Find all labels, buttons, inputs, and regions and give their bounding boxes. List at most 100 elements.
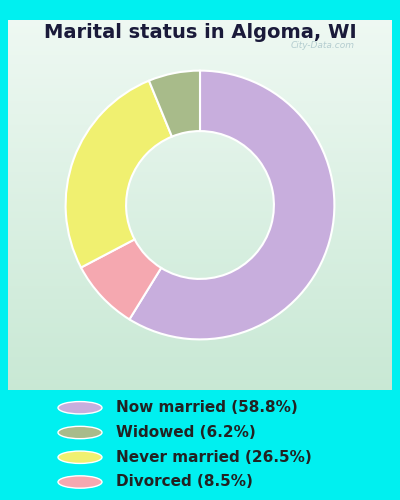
- Bar: [8, 255, 392, 257]
- Bar: [8, 377, 392, 379]
- Bar: [8, 203, 392, 205]
- Bar: [8, 102, 392, 103]
- Bar: [8, 325, 392, 327]
- Bar: [8, 388, 392, 390]
- Bar: [8, 226, 392, 227]
- Bar: [8, 279, 392, 281]
- Bar: [8, 24, 392, 26]
- Bar: [8, 186, 392, 188]
- Bar: [8, 282, 392, 284]
- Bar: [8, 54, 392, 55]
- Bar: [8, 342, 392, 344]
- Bar: [8, 266, 392, 268]
- Bar: [8, 112, 392, 114]
- Wedge shape: [130, 70, 334, 340]
- Bar: [8, 284, 392, 286]
- Bar: [8, 172, 392, 173]
- Bar: [8, 98, 392, 100]
- Bar: [8, 307, 392, 308]
- Bar: [8, 142, 392, 144]
- Bar: [8, 375, 392, 377]
- Bar: [8, 174, 392, 176]
- Bar: [8, 212, 392, 214]
- Bar: [8, 301, 392, 303]
- Bar: [8, 152, 392, 153]
- Bar: [8, 79, 392, 81]
- Bar: [8, 303, 392, 305]
- Bar: [8, 208, 392, 210]
- Bar: [8, 59, 392, 60]
- Bar: [8, 168, 392, 170]
- Bar: [8, 140, 392, 142]
- Bar: [8, 290, 392, 292]
- Text: City-Data.com: City-Data.com: [291, 42, 355, 50]
- Bar: [8, 327, 392, 329]
- Bar: [8, 81, 392, 83]
- Bar: [8, 300, 392, 301]
- Bar: [8, 181, 392, 183]
- Text: Widowed (6.2%): Widowed (6.2%): [116, 425, 256, 440]
- Bar: [8, 179, 392, 181]
- Bar: [8, 150, 392, 152]
- Bar: [8, 210, 392, 212]
- Bar: [8, 274, 392, 276]
- Bar: [8, 144, 392, 146]
- Bar: [8, 198, 392, 200]
- Text: Now married (58.8%): Now married (58.8%): [116, 400, 298, 415]
- Bar: [8, 298, 392, 300]
- Bar: [8, 136, 392, 138]
- Bar: [8, 96, 392, 98]
- Bar: [8, 374, 392, 375]
- Bar: [8, 133, 392, 134]
- Bar: [8, 157, 392, 159]
- Bar: [8, 310, 392, 312]
- Bar: [8, 222, 392, 224]
- Bar: [8, 70, 392, 72]
- Bar: [8, 236, 392, 238]
- Bar: [8, 92, 392, 94]
- Bar: [8, 110, 392, 112]
- Bar: [8, 384, 392, 386]
- Bar: [8, 368, 392, 370]
- Bar: [8, 116, 392, 118]
- Bar: [8, 281, 392, 282]
- Bar: [8, 166, 392, 168]
- Bar: [8, 233, 392, 234]
- Bar: [8, 60, 392, 62]
- Circle shape: [58, 476, 102, 488]
- Bar: [8, 148, 392, 150]
- Bar: [8, 46, 392, 48]
- Bar: [8, 360, 392, 362]
- Bar: [8, 246, 392, 248]
- Bar: [8, 251, 392, 253]
- Bar: [8, 318, 392, 320]
- Bar: [8, 324, 392, 325]
- Bar: [8, 344, 392, 346]
- Bar: [8, 62, 392, 64]
- Bar: [8, 356, 392, 358]
- Bar: [8, 31, 392, 33]
- Bar: [8, 292, 392, 294]
- Bar: [8, 351, 392, 353]
- Bar: [8, 314, 392, 316]
- Bar: [8, 122, 392, 124]
- Bar: [8, 316, 392, 318]
- Wedge shape: [66, 80, 172, 268]
- Bar: [8, 28, 392, 29]
- Bar: [8, 100, 392, 102]
- Bar: [8, 170, 392, 172]
- Bar: [8, 240, 392, 242]
- Bar: [8, 72, 392, 74]
- Bar: [8, 35, 392, 36]
- Bar: [8, 202, 392, 203]
- Bar: [8, 270, 392, 272]
- Bar: [8, 128, 392, 129]
- Bar: [8, 94, 392, 96]
- Bar: [8, 329, 392, 331]
- Circle shape: [58, 451, 102, 464]
- Bar: [8, 358, 392, 360]
- Bar: [8, 134, 392, 136]
- Bar: [8, 372, 392, 374]
- Bar: [8, 200, 392, 202]
- Bar: [8, 194, 392, 196]
